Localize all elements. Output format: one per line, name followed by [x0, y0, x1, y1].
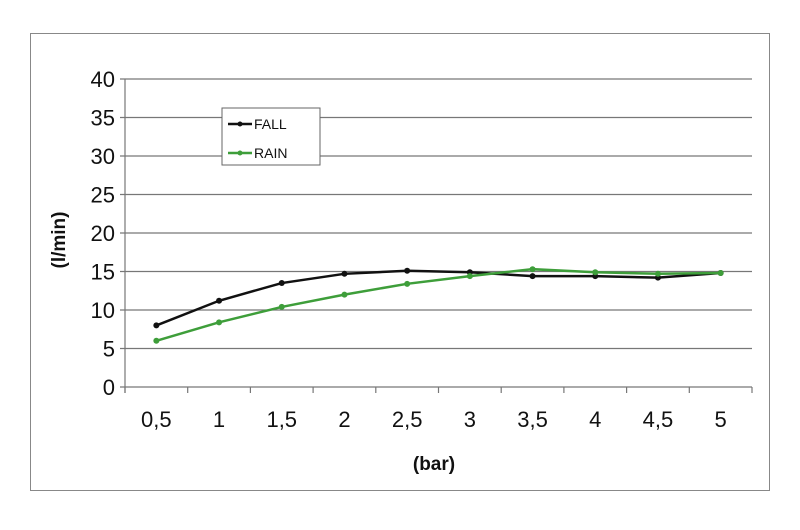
x-tick-label: 1 — [213, 407, 225, 432]
data-point-fall — [529, 273, 536, 280]
data-point-fall — [341, 270, 348, 277]
data-point-rain — [592, 269, 599, 276]
data-point-rain — [341, 291, 348, 298]
x-tick-label: 3,5 — [517, 407, 548, 432]
legend-marker-rain — [237, 150, 243, 156]
data-point-rain — [529, 266, 536, 273]
x-tick-label: 2,5 — [392, 407, 423, 432]
y-tick-label: 15 — [91, 260, 115, 285]
x-tick-label: 4 — [589, 407, 601, 432]
data-point-fall — [404, 267, 411, 274]
y-tick-label: 0 — [103, 375, 115, 400]
legend-label-fall: FALL — [254, 116, 287, 132]
x-axis-label: (bar) — [413, 454, 455, 475]
legend: FALL RAIN — [221, 107, 321, 166]
data-point-rain — [216, 319, 223, 326]
data-point-rain — [278, 303, 285, 310]
data-point-fall — [278, 280, 285, 287]
y-tick-label: 20 — [91, 221, 115, 246]
y-tick-label: 25 — [91, 183, 115, 208]
chart-frame — [30, 33, 770, 491]
series-line-rain — [155, 267, 721, 342]
legend-label-rain: RAIN — [254, 145, 287, 161]
x-tick-label: 2 — [338, 407, 350, 432]
x-tick-label: 4,5 — [643, 407, 674, 432]
y-axis-label: (l/min) — [49, 212, 70, 269]
y-tick-label: 40 — [91, 67, 115, 92]
data-point-rain — [404, 280, 411, 287]
x-tick-label: 3 — [464, 407, 476, 432]
data-point-rain — [717, 270, 724, 277]
y-tick-label: 5 — [103, 337, 115, 362]
x-tick-label: 1,5 — [266, 407, 297, 432]
x-tick-label: 0,5 — [141, 407, 172, 432]
series-line-fall — [155, 269, 721, 327]
data-point-rain — [466, 273, 473, 280]
data-point-rain — [654, 270, 661, 277]
legend-marker-fall — [237, 121, 243, 127]
y-tick-label: 30 — [91, 144, 115, 169]
y-tick-label: 35 — [91, 106, 115, 131]
data-point-fall — [216, 297, 223, 304]
y-tick-label: 10 — [91, 298, 115, 323]
x-tick-label: 5 — [715, 407, 727, 432]
data-point-rain — [153, 337, 160, 344]
data-point-fall — [153, 322, 160, 329]
